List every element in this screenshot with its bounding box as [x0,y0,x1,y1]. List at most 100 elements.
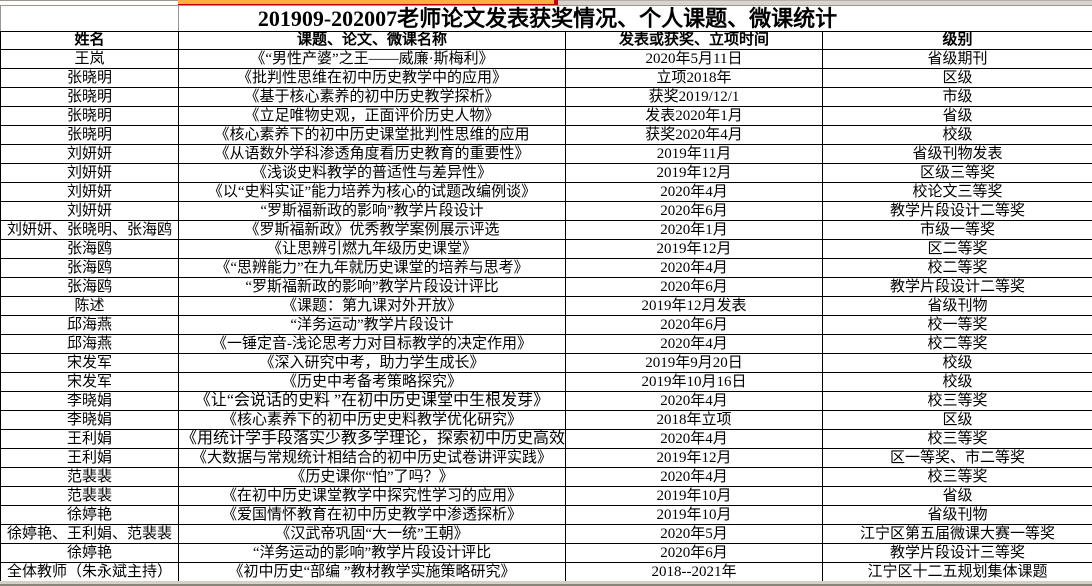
cell[interactable]: 校三等奖 [821,429,1092,449]
cell[interactable]: 《让思辨引燃九年级历史课堂》 [178,239,566,259]
cell[interactable]: 区级 [821,410,1092,430]
cell[interactable]: 张晓明 [0,106,179,126]
cell[interactable]: 刘妍妍、张晓明、张海鸥 [0,220,179,240]
cell[interactable]: 徐婷艳、王利娟、范裴裴 [0,524,179,544]
cell[interactable]: 省级期刊 [821,49,1092,69]
cell[interactable]: 省级刊物发表 [821,144,1092,164]
cell[interactable]: “罗斯福新政的影响”教学片段设计评比 [178,277,566,297]
cell[interactable]: 校级 [821,125,1092,145]
cell[interactable]: 立项2018年 [565,68,823,88]
cell[interactable]: 《深入研究中考，助力学生成长》 [178,353,566,373]
cell[interactable]: 获奖2020年4月 [565,125,823,145]
cell[interactable]: 2018年立项 [565,410,823,430]
cell[interactable]: 省级 [821,106,1092,126]
cell[interactable]: 教学片段设计二等奖 [821,201,1092,221]
column-header[interactable]: 级别 [821,31,1092,50]
cell[interactable]: 《批判性思维在初中历史教学中的应用》 [178,68,566,88]
cell[interactable]: 张海鸥 [0,277,179,297]
title-row-empty-cell[interactable] [0,5,179,32]
cell[interactable]: 徐婷艳 [0,505,179,525]
cell[interactable]: 2019年12月 [565,163,823,183]
cell[interactable]: 2020年6月 [565,201,823,221]
cell[interactable]: 省级刊物 [821,296,1092,316]
cell[interactable]: 徐婷艳 [0,543,179,563]
cell[interactable]: 王岚 [0,49,179,69]
cell[interactable]: 发表2020年1月 [565,106,823,126]
column-header[interactable]: 发表或获奖、立项时间 [565,31,823,50]
cell[interactable]: 邱海燕 [0,315,179,335]
cell[interactable]: 2020年4月 [565,182,823,202]
cell[interactable]: 2019年9月20日 [565,353,823,373]
cell[interactable]: 《从语数外学科渗透角度看历史教育的重要性》 [178,144,566,164]
cell[interactable]: 李晓娟 [0,391,179,411]
cell[interactable]: 江宁区十二五规划集体课题 [821,562,1092,582]
cell[interactable]: 刘妍妍 [0,182,179,202]
cell[interactable]: 《“男性产婆”之王——威廉·斯梅利》 [178,49,566,69]
cell[interactable]: 范裴裴 [0,486,179,506]
cell[interactable]: 2019年10月 [565,505,823,525]
column-header[interactable]: 姓名 [0,31,179,50]
cell[interactable]: 区级三等奖 [821,163,1092,183]
cell[interactable]: 宋发军 [0,353,179,373]
column-header[interactable]: 课题、论文、微课名称 [178,31,566,50]
cell[interactable]: 市级一等奖 [821,220,1092,240]
cell[interactable]: 张晓明 [0,125,179,145]
cell[interactable]: 区二等奖 [821,239,1092,259]
cell[interactable]: 《大数据与常规统计相结合的初中历史试卷讲评实践》 [178,448,566,468]
cell[interactable]: 2020年4月 [565,334,823,354]
cell[interactable]: 2020年6月 [565,277,823,297]
cell[interactable]: 校三等奖 [821,391,1092,411]
cell[interactable]: 全体教师（朱永斌主持） [0,562,179,582]
cell[interactable]: 张海鸥 [0,239,179,259]
cell[interactable]: 2020年5月 [565,524,823,544]
cell[interactable]: 校三等奖 [821,467,1092,487]
cell[interactable]: 2019年10月 [565,486,823,506]
cell[interactable]: 2018--2021年 [565,562,823,582]
cell[interactable]: 校一等奖 [821,315,1092,335]
cell[interactable]: 2020年6月 [565,315,823,335]
cell[interactable]: 《“思辨能力”在九年就历史课堂的培养与思考》 [178,258,566,278]
cell[interactable]: 江宁区第五届微课大赛一等奖 [821,524,1092,544]
cell[interactable]: 教学片段设计二等奖 [821,277,1092,297]
cell[interactable]: “罗斯福新政的影响”教学片段设计 [178,201,566,221]
cell[interactable]: 张晓明 [0,68,179,88]
cell[interactable]: 刘妍妍 [0,163,179,183]
cell[interactable]: 李晓娟 [0,410,179,430]
cell[interactable]: 校级 [821,353,1092,373]
cell[interactable]: 《汉武帝巩固“大一统”王朝》 [178,524,566,544]
cell[interactable]: 2019年12月 [565,239,823,259]
cell[interactable]: 《初中历史“部编 ”教材教学实施策略研究》 [178,562,566,582]
cell[interactable]: 校二等奖 [821,258,1092,278]
cell[interactable]: 王利娟 [0,448,179,468]
cell[interactable]: 《基于核心素养的初中历史教学探析》 [178,87,566,107]
cell[interactable]: 《核心素养下的初中历史课堂批判性思维的应用 [178,125,566,145]
cell[interactable]: 2019年12月发表 [565,296,823,316]
cell[interactable]: 《以“史料实证”能力培养为核心的试题改编例谈》 [178,182,566,202]
cell[interactable]: 《让“会说话的史料 ”在初中历史课堂中生根发芽》 [178,391,566,411]
cell[interactable]: 校二等奖 [821,334,1092,354]
cell[interactable]: 2020年4月 [565,258,823,278]
cell[interactable]: 2020年4月 [565,391,823,411]
cell[interactable]: 《课题：第九课对外开放》 [178,296,566,316]
cell[interactable]: 张海鸥 [0,258,179,278]
cell[interactable]: 区级 [821,68,1092,88]
cell[interactable]: “洋务运动”教学片段设计 [178,315,566,335]
cell[interactable]: 2020年4月 [565,429,823,449]
cell[interactable]: “洋务运动的影响”教学片段设计评比 [178,543,566,563]
cell[interactable]: 2019年12月 [565,448,823,468]
cell[interactable]: 教学片段设计三等奖 [821,543,1092,563]
cell[interactable]: 《爱国情怀教育在初中历史教学中渗透探析》 [178,505,566,525]
cell[interactable]: 《历史中考备考策略探究》 [178,372,566,392]
cell[interactable]: 范裴裴 [0,467,179,487]
cell[interactable]: 2020年1月 [565,220,823,240]
cell[interactable]: 获奖2019/12/1 [565,87,823,107]
cell[interactable]: 张晓明 [0,87,179,107]
cell[interactable]: 《在初中历史课堂教学中探究性学习的应用》 [178,486,566,506]
cell[interactable]: 校级 [821,372,1092,392]
cell[interactable]: 2020年6月 [565,543,823,563]
cell[interactable]: 刘妍妍 [0,201,179,221]
cell[interactable]: 宋发军 [0,372,179,392]
cell[interactable]: 陈述 [0,296,179,316]
cell[interactable]: 《罗斯福新政》优秀教学案例展示评选 [178,220,566,240]
cell[interactable]: 2020年4月 [565,467,823,487]
